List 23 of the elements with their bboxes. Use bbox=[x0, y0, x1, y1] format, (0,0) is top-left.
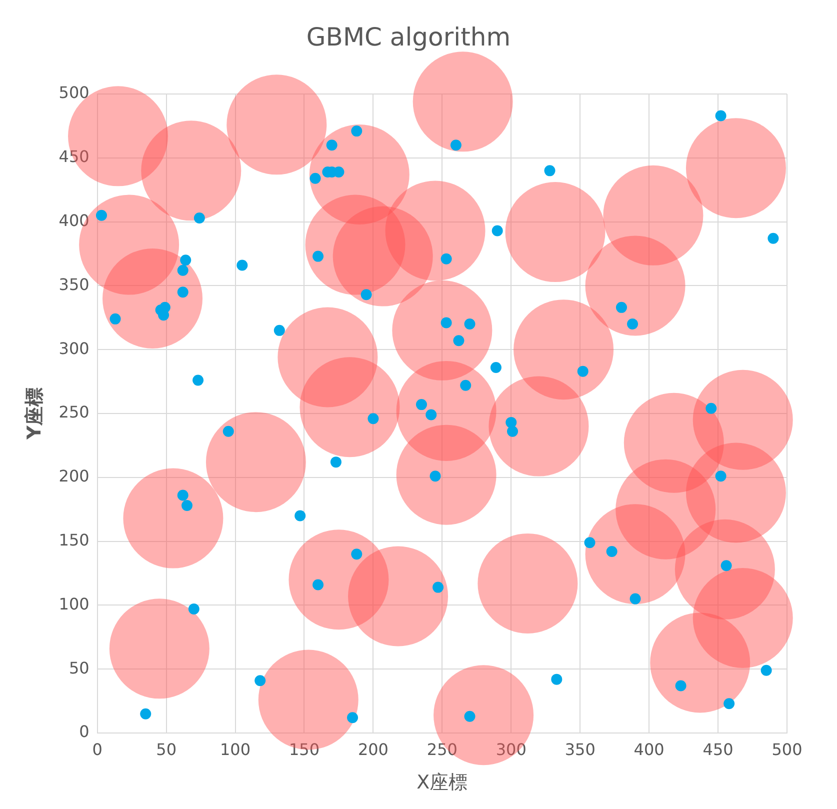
y-tick-label: 400 bbox=[58, 210, 90, 230]
y-tick-label: 50 bbox=[68, 658, 90, 678]
x-tick-label: 250 bbox=[426, 740, 458, 759]
x-tick-label: 450 bbox=[702, 740, 734, 759]
y-tick-label: 350 bbox=[58, 274, 90, 294]
y-tick-label: 150 bbox=[58, 530, 90, 550]
x-tick-label: 500 bbox=[772, 740, 802, 759]
y-axis-title: Y座標 bbox=[23, 388, 46, 440]
y-tick-label: 250 bbox=[58, 402, 90, 422]
x-tick-label: 0 bbox=[92, 740, 102, 759]
x-tick-label: 100 bbox=[220, 740, 251, 759]
x-tick-label: 50 bbox=[156, 740, 176, 759]
y-tick-label: 500 bbox=[58, 83, 90, 102]
y-tick-label: 300 bbox=[58, 338, 90, 358]
y-tick-label: 200 bbox=[58, 466, 90, 486]
x-axis-title: X座標 bbox=[416, 772, 468, 794]
x-tick-label: 150 bbox=[288, 740, 320, 759]
chart-title: GBMC algorithm bbox=[306, 22, 511, 52]
x-tick-label: 400 bbox=[634, 740, 664, 759]
y-tick-label: 0 bbox=[79, 722, 90, 742]
x-tick-label: 200 bbox=[358, 740, 388, 759]
x-tick-label: 350 bbox=[564, 740, 596, 759]
y-tick-label: 100 bbox=[58, 594, 90, 614]
